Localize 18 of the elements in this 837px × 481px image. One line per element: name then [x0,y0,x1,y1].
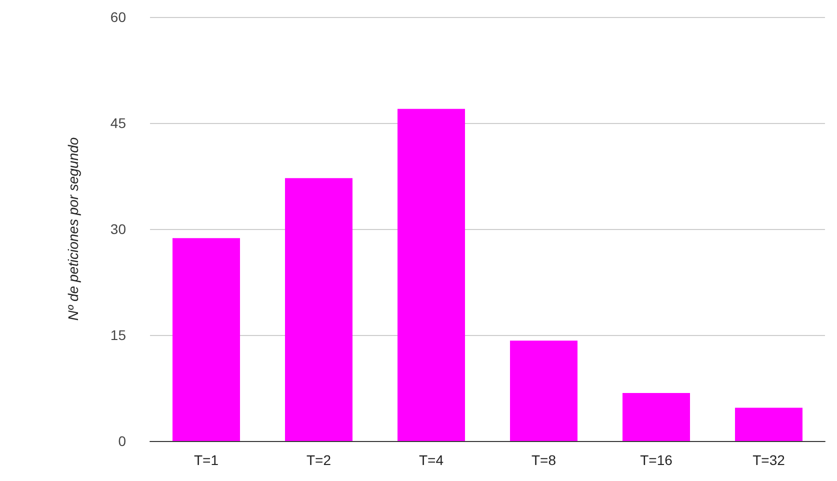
x-tick-label: T=32 [752,452,786,468]
bar [735,408,802,441]
x-tick-label: T=8 [531,452,556,468]
y-tick-label: 30 [110,221,126,237]
y-tick-label: 60 [110,9,126,25]
bar [398,108,465,441]
x-tick-label: T=16 [640,452,673,468]
x-tick-label: T=1 [194,452,219,468]
y-tick-label: 0 [118,433,126,449]
bar [172,238,240,441]
bar [622,392,690,441]
bar [510,340,578,441]
x-tick-label: T=4 [418,452,444,468]
y-tick-label: 15 [110,327,126,343]
y-tick-label: 45 [110,115,126,131]
y-axis-title: Nº de peticiones por segundo [65,137,81,321]
x-tick-label: T=2 [306,452,332,468]
bar [285,178,352,441]
